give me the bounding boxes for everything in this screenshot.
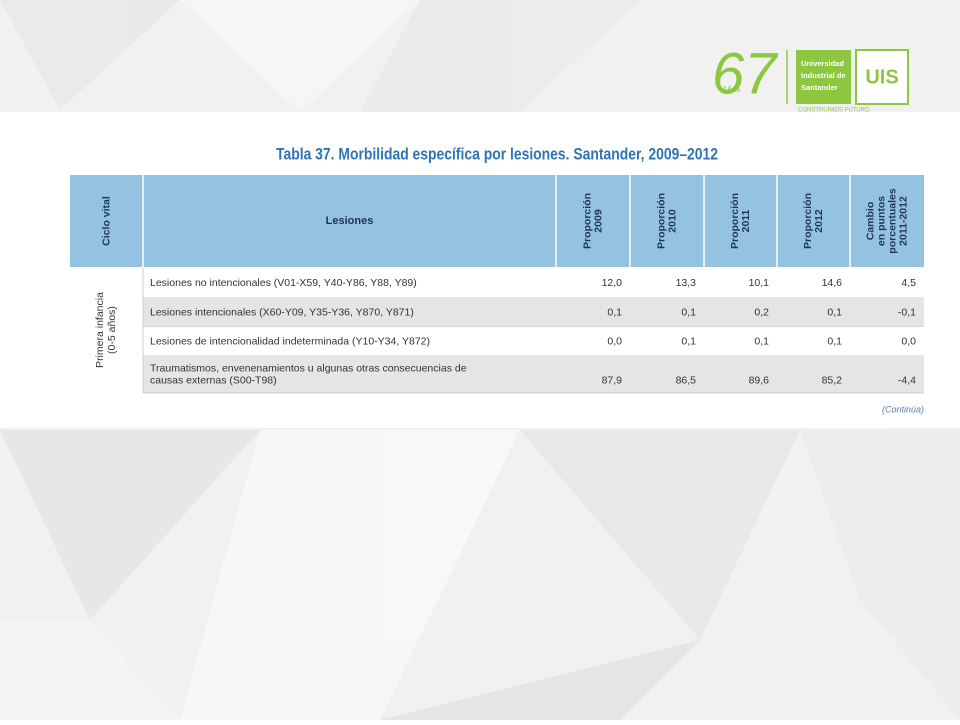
logo-years: 67 (712, 41, 779, 106)
cell-value: 89,6 (749, 374, 770, 386)
row-label: Lesiones intencionales (X60-Y09, Y35-Y36… (150, 306, 414, 318)
cell-value: 0,1 (681, 306, 696, 318)
header-label: 2011 (740, 209, 752, 232)
cell-value: 0,1 (607, 306, 622, 318)
logo: 67 Años UIS CONSTRUIMOS FUTURO Universid… (712, 41, 909, 114)
header-label: en puntos (875, 196, 887, 246)
cell-value: 10,1 (749, 277, 770, 289)
table-row (143, 298, 924, 327)
cell-value: -4,4 (898, 374, 916, 386)
header-label: 2009 (592, 209, 604, 233)
header-label: Cambio (864, 202, 876, 241)
cell-value: 4,5 (901, 277, 916, 289)
cell-value: 0,1 (754, 335, 769, 347)
logo-motto: CONSTRUIMOS FUTURO (798, 108, 870, 114)
header-label: Lesiones (326, 215, 374, 227)
logo-acronym: UIS (865, 66, 898, 88)
row-label: causas externas (S00-T98) (150, 374, 277, 386)
table-row (143, 356, 924, 393)
cell-value: 13,3 (676, 277, 697, 289)
header-row (70, 175, 924, 267)
header-label: 2010 (666, 209, 678, 233)
header-label: Ciclo vital (100, 196, 112, 246)
logo-box (796, 50, 851, 104)
cell-value: 14,6 (822, 277, 843, 289)
header-label: 2011-2012 (897, 196, 909, 246)
cell-value: 0,1 (827, 306, 842, 318)
group-label: Primera infancia (94, 292, 106, 368)
cell-value: -0,1 (898, 306, 916, 318)
header-label: Proporción (802, 193, 814, 249)
header-label: Proporción (655, 193, 667, 249)
cell-value: 87,9 (602, 374, 623, 386)
cell-value: 12,0 (602, 277, 623, 289)
table-title: Tabla 37. Morbilidad específica por lesi… (276, 144, 718, 163)
logo-university: Universidad (801, 59, 844, 68)
cell-value: 0,0 (901, 335, 916, 347)
cell-value: 0,0 (607, 335, 622, 347)
cell-value: 0,1 (681, 335, 696, 347)
header-label: 2012 (813, 209, 825, 233)
logo-university: Industrial de (801, 71, 846, 80)
logo-university: Santander (801, 83, 838, 92)
cell-value: 86,5 (676, 374, 697, 386)
header-label: porcentuales (886, 188, 898, 254)
row-label: Lesiones de intencionalidad indeterminad… (150, 335, 430, 347)
group-label: (0-5 años) (106, 306, 118, 354)
cell-value: 85,2 (822, 374, 843, 386)
continued-note: (Continúa) (882, 404, 924, 414)
table-row (143, 268, 924, 298)
header-label: Proporción (729, 193, 741, 249)
cell-value: 0,1 (827, 335, 842, 347)
logo-years-word: Años (722, 85, 740, 94)
table-row (143, 327, 924, 356)
row-label: Traumatismos, envenenamientos u algunas … (150, 362, 467, 374)
logo-emblem (855, 49, 909, 105)
header-label: Proporción (581, 193, 593, 249)
row-label: Lesiones no intencionales (V01-X59, Y40-… (150, 277, 417, 289)
cell-value: 0,2 (754, 306, 769, 318)
